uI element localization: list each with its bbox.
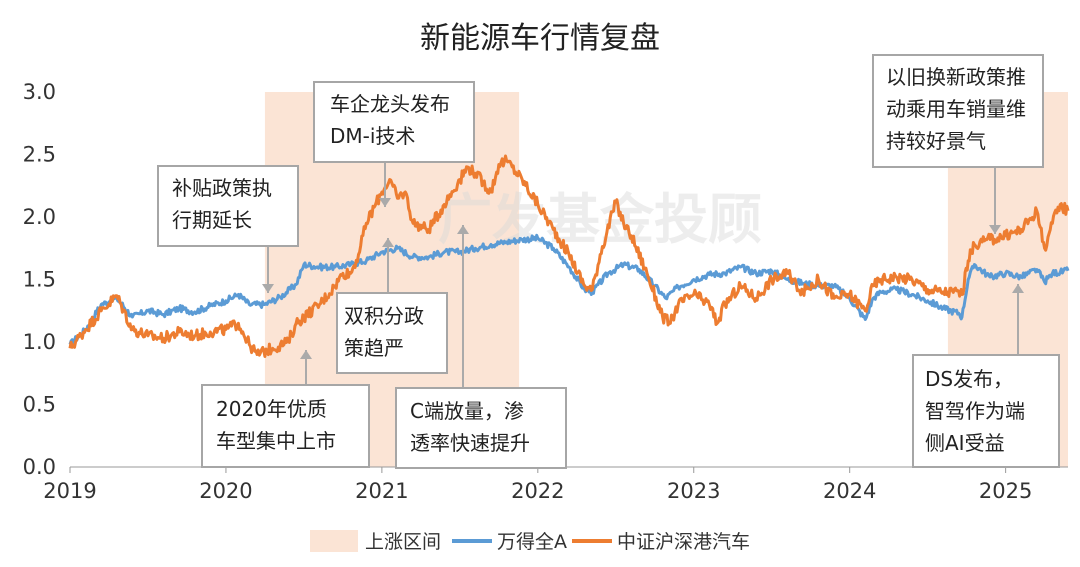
annotation-box <box>336 292 448 374</box>
annotation-text: DS发布， <box>925 367 1013 391</box>
x-tick-label: 2024 <box>823 479 876 503</box>
annotation-text: 动乘用车销量维 <box>886 97 1026 121</box>
annotation-box <box>157 165 299 247</box>
legend-item-2: 中证沪深港汽车 <box>572 531 750 553</box>
legend-label: 万得全A <box>497 531 567 553</box>
legend-label: 上涨区间 <box>365 531 441 553</box>
annotation-text: DM-i技术 <box>330 124 415 148</box>
x-tick-label: 2021 <box>355 479 408 503</box>
annotations: 补贴政策执行期延长车企龙头发布DM-i技术双积分政策趋严2020年优质车型集中上… <box>157 54 1060 469</box>
annotation-arrow-head <box>262 284 274 293</box>
annotation-box <box>912 354 1060 468</box>
annotation-text: 车企龙头发布 <box>330 92 450 116</box>
y-tick-label: 2.5 <box>23 143 56 167</box>
annotation-text: 透率快速提升 <box>410 431 530 455</box>
annotation-box <box>395 387 567 469</box>
y-tick-label: 2.0 <box>23 205 56 229</box>
annotation-arrow-head <box>300 350 312 359</box>
annotation-box <box>872 54 1044 168</box>
y-tick-label: 0.5 <box>23 393 56 417</box>
annotation-text: 策趋严 <box>344 336 404 360</box>
x-tick-label: 2023 <box>667 479 720 503</box>
annotation-text: 补贴政策执 <box>172 176 272 200</box>
annotation-text: 车型集中上市 <box>216 429 336 453</box>
x-tick-label: 2025 <box>979 479 1032 503</box>
legend-item-0: 上涨区间 <box>310 530 441 553</box>
legend-label: 中证沪深港汽车 <box>617 531 750 553</box>
series-line-1 <box>68 154 1070 358</box>
series-line-0 <box>68 233 1070 346</box>
annotation-box <box>201 384 370 468</box>
annotation-1: 车企龙头发布 DM-i技术 <box>313 81 475 207</box>
annotation-arrow-head <box>379 198 391 207</box>
y-tick-label: 3.0 <box>23 80 56 104</box>
annotation-arrow-head <box>1012 284 1024 293</box>
legend-item-1: 万得全A <box>452 531 567 553</box>
legend-swatch <box>310 530 358 552</box>
annotation-arrow-head <box>382 238 394 247</box>
legend: 上涨区间 万得全A 中证沪深港汽车 <box>310 530 750 553</box>
chart-title: 新能源车行情复盘 <box>420 21 660 56</box>
y-tick-label: 1.5 <box>23 268 56 292</box>
axes: 0.0 0.5 1.0 1.5 2.0 2.5 3.0 2019 2020 2021 2022 202… <box>23 80 1068 503</box>
watermark: 广发基金投顾 <box>438 188 762 251</box>
annotation-text: 智驾作为端 <box>925 399 1025 423</box>
y-tick-label: 1.0 <box>23 330 56 354</box>
annotation-arrow-head <box>989 225 1001 234</box>
annotation-text: 持较好景气 <box>886 129 986 153</box>
annotation-text: 2020年优质 <box>216 397 327 421</box>
annotation-text: 双积分政 <box>344 304 424 328</box>
annotation-text: 行期延长 <box>172 208 252 232</box>
annotation-box <box>313 81 475 163</box>
y-tick-label: 0.0 <box>23 455 56 479</box>
annotation-text: 以旧换新政策推 <box>886 65 1026 89</box>
x-tick-label: 2022 <box>511 479 564 503</box>
annotation-text: C端放量，渗 <box>410 399 524 423</box>
series-lines <box>68 154 1070 358</box>
annotation-text: 侧AI受益 <box>925 431 1005 455</box>
x-tick-label: 2020 <box>199 479 252 503</box>
annotation-arrow-head <box>457 225 469 234</box>
x-tick-label: 2019 <box>43 479 96 503</box>
